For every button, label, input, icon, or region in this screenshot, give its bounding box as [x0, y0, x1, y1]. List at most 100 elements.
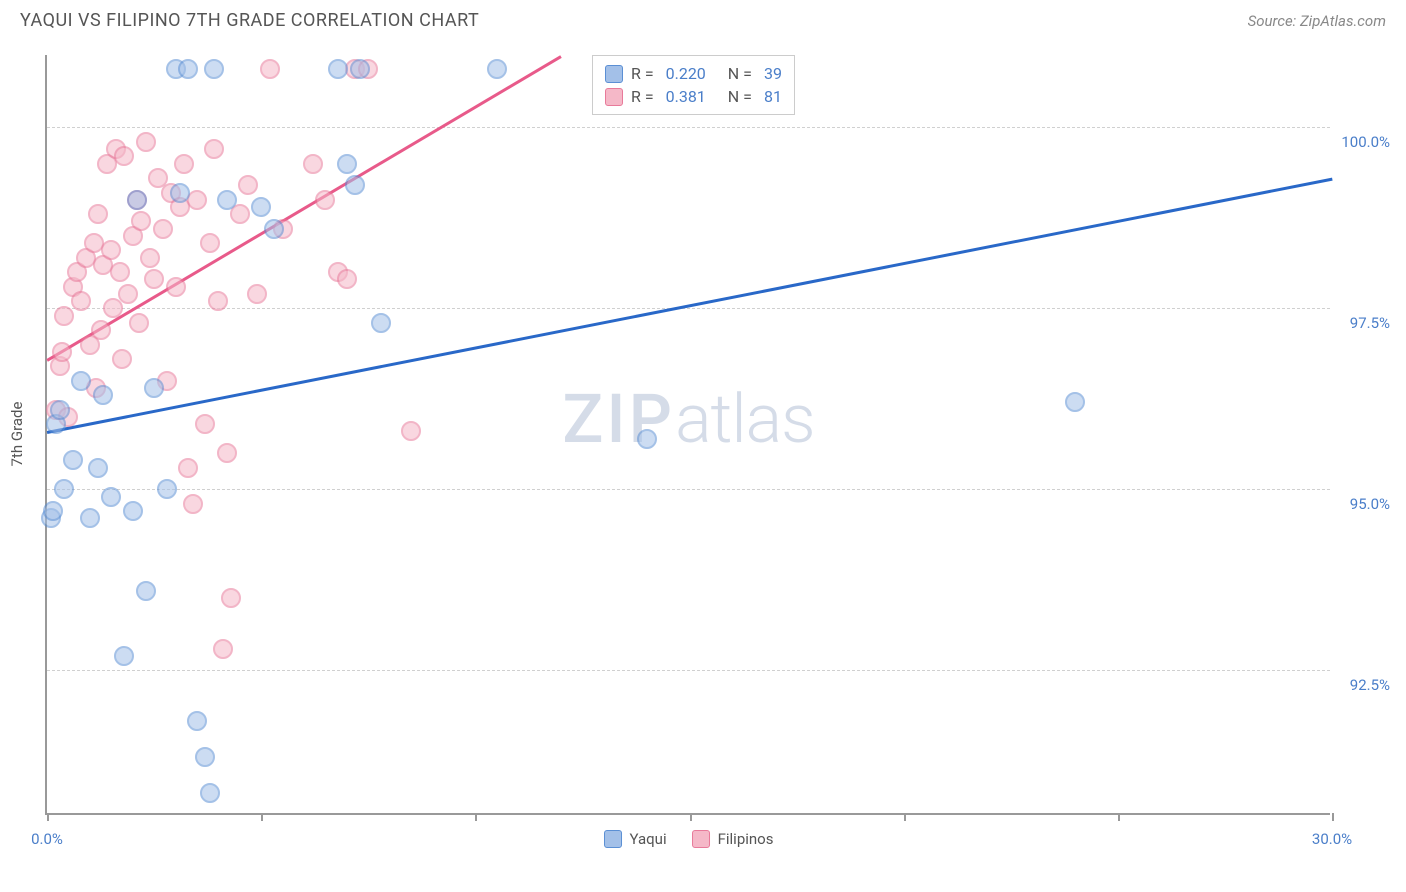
stats-r-value-filipinos: 0.381	[666, 87, 706, 106]
scatter-point-filipinos	[178, 458, 198, 478]
xtick	[1118, 813, 1120, 821]
scatter-point-filipinos	[217, 443, 237, 463]
scatter-point-filipinos	[101, 240, 121, 260]
scatter-point-yaqui	[123, 501, 143, 521]
scatter-point-filipinos	[103, 298, 123, 318]
ytick-label: 92.5%	[1335, 676, 1390, 694]
scatter-point-yaqui	[178, 59, 198, 79]
scatter-point-filipinos	[118, 284, 138, 304]
scatter-point-yaqui	[487, 59, 507, 79]
scatter-point-yaqui	[114, 646, 134, 666]
scatter-point-yaqui	[217, 190, 237, 210]
gridline-h	[47, 670, 1330, 671]
ytick-label: 95.0%	[1335, 495, 1390, 513]
scatter-point-filipinos	[337, 269, 357, 289]
ytick-label: 100.0%	[1335, 133, 1390, 151]
scatter-point-yaqui	[345, 175, 365, 195]
scatter-point-yaqui	[43, 501, 63, 521]
xtick	[904, 813, 906, 821]
xtick-label: 30.0%	[1312, 830, 1352, 848]
scatter-point-yaqui	[350, 59, 370, 79]
chart-container: 7th Grade ZIPatlas Yaqui Filipinos 92.5%…	[45, 55, 1385, 845]
scatter-point-yaqui	[187, 711, 207, 731]
watermark-bold: ZIP	[562, 379, 675, 459]
stats-n-label: N =	[728, 87, 752, 106]
trendline-filipinos	[46, 55, 561, 361]
stats-n-value-filipinos: 81	[764, 87, 782, 106]
scatter-point-filipinos	[174, 154, 194, 174]
scatter-point-yaqui	[88, 458, 108, 478]
legend-label-filipinos: Filipinos	[718, 830, 774, 848]
scatter-point-filipinos	[195, 414, 215, 434]
xtick	[690, 813, 692, 821]
scatter-point-filipinos	[200, 233, 220, 253]
y-axis-label: 7th Grade	[8, 402, 26, 467]
scatter-point-filipinos	[54, 306, 74, 326]
stats-r-label: R =	[631, 64, 654, 83]
scatter-point-filipinos	[315, 190, 335, 210]
scatter-point-filipinos	[91, 320, 111, 340]
legend-item-filipinos: Filipinos	[692, 830, 774, 848]
scatter-point-filipinos	[88, 204, 108, 224]
scatter-point-yaqui	[54, 479, 74, 499]
scatter-point-filipinos	[238, 175, 258, 195]
stats-row-filipinos: R = 0.381 N = 81	[605, 85, 782, 108]
scatter-point-filipinos	[114, 146, 134, 166]
scatter-point-yaqui	[1065, 392, 1085, 412]
legend-swatch-yaqui	[604, 830, 622, 848]
scatter-point-yaqui	[127, 190, 147, 210]
scatter-point-yaqui	[50, 400, 70, 420]
scatter-point-yaqui	[337, 154, 357, 174]
stats-r-label: R =	[631, 87, 654, 106]
scatter-point-filipinos	[221, 588, 241, 608]
xtick	[47, 813, 49, 821]
watermark: ZIPatlas	[562, 379, 814, 459]
scatter-point-filipinos	[136, 132, 156, 152]
scatter-point-filipinos	[110, 262, 130, 282]
scatter-point-filipinos	[303, 154, 323, 174]
scatter-point-yaqui	[328, 59, 348, 79]
scatter-point-filipinos	[213, 639, 233, 659]
scatter-point-yaqui	[195, 747, 215, 767]
scatter-point-yaqui	[71, 371, 91, 391]
scatter-point-yaqui	[251, 197, 271, 217]
legend-swatch-filipinos	[692, 830, 710, 848]
stats-n-label: N =	[728, 64, 752, 83]
scatter-point-filipinos	[52, 342, 72, 362]
scatter-point-yaqui	[170, 183, 190, 203]
xtick	[475, 813, 477, 821]
scatter-point-yaqui	[157, 479, 177, 499]
gridline-h	[47, 308, 1330, 309]
stats-row-yaqui: R = 0.220 N = 39	[605, 62, 782, 85]
scatter-point-filipinos	[204, 139, 224, 159]
xtick	[261, 813, 263, 821]
scatter-point-filipinos	[260, 59, 280, 79]
gridline-h	[47, 127, 1330, 128]
gridline-h	[47, 489, 1330, 490]
scatter-point-filipinos	[247, 284, 267, 304]
scatter-point-yaqui	[136, 581, 156, 601]
scatter-point-yaqui	[101, 487, 121, 507]
chart-title: YAQUI VS FILIPINO 7TH GRADE CORRELATION …	[20, 10, 479, 31]
legend-item-yaqui: Yaqui	[604, 830, 667, 848]
scatter-point-filipinos	[187, 190, 207, 210]
scatter-point-filipinos	[144, 269, 164, 289]
scatter-point-yaqui	[204, 59, 224, 79]
stats-swatch-yaqui	[605, 65, 623, 83]
scatter-point-yaqui	[80, 508, 100, 528]
scatter-point-filipinos	[129, 313, 149, 333]
stats-r-value-yaqui: 0.220	[666, 64, 706, 83]
scatter-point-yaqui	[264, 219, 284, 239]
scatter-point-filipinos	[112, 349, 132, 369]
scatter-point-filipinos	[183, 494, 203, 514]
scatter-point-filipinos	[140, 248, 160, 268]
scatter-point-yaqui	[371, 313, 391, 333]
legend-label-yaqui: Yaqui	[630, 830, 667, 848]
scatter-point-yaqui	[63, 450, 83, 470]
chart-source: Source: ZipAtlas.com	[1248, 12, 1386, 30]
scatter-point-filipinos	[71, 291, 91, 311]
scatter-point-filipinos	[131, 211, 151, 231]
stats-n-value-yaqui: 39	[764, 64, 782, 83]
watermark-light: atlas	[675, 379, 815, 459]
ytick-label: 97.5%	[1335, 314, 1390, 332]
